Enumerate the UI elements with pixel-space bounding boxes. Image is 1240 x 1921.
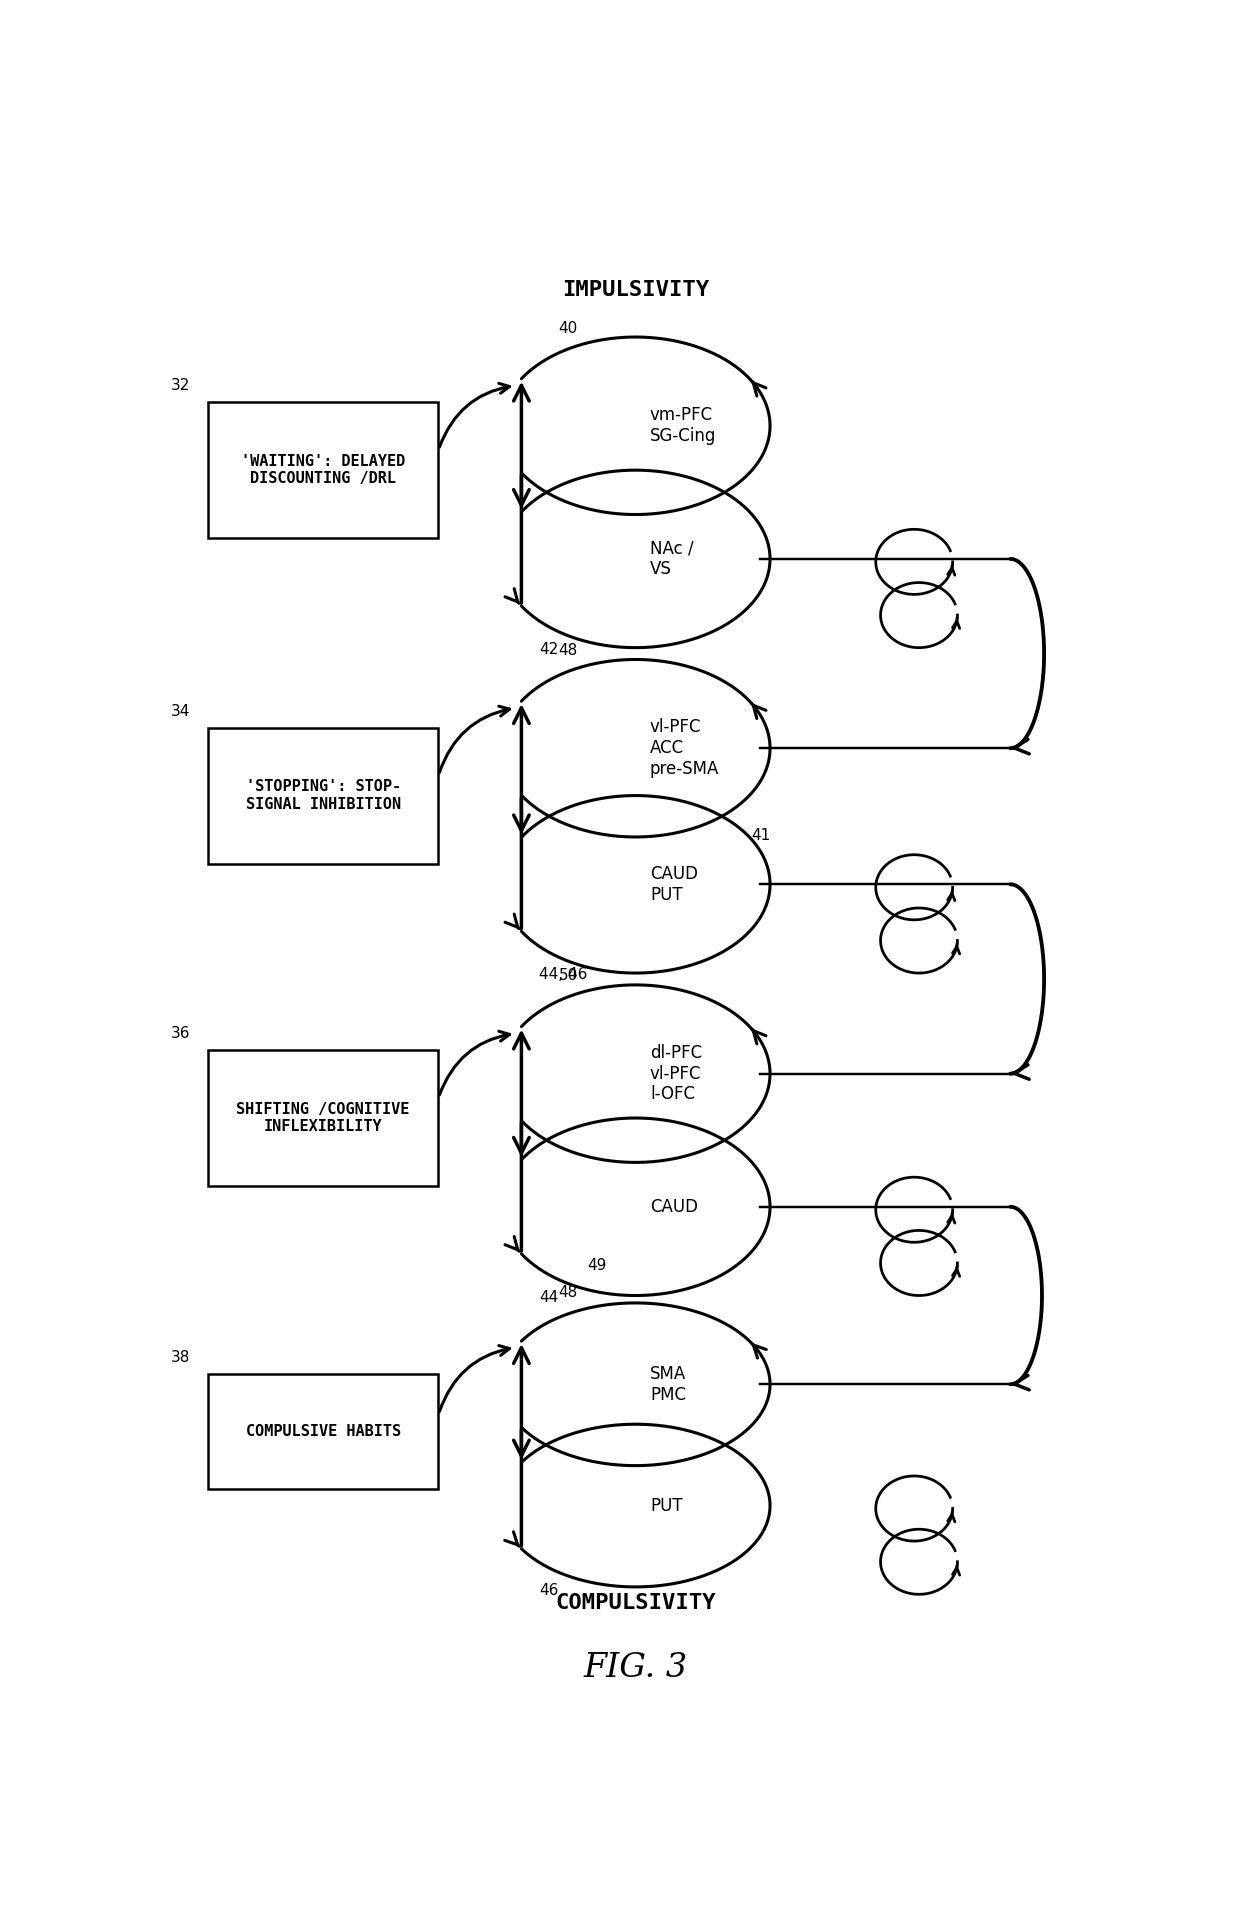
Text: SHIFTING /COGNITIVE
INFLEXIBILITY: SHIFTING /COGNITIVE INFLEXIBILITY (237, 1103, 410, 1133)
Text: COMPULSIVITY: COMPULSIVITY (556, 1593, 715, 1614)
Text: 34: 34 (171, 703, 191, 718)
Text: 50: 50 (559, 968, 578, 984)
Text: 'WAITING': DELAYED
DISCOUNTING /DRL: 'WAITING': DELAYED DISCOUNTING /DRL (241, 453, 405, 486)
Text: PUT: PUT (650, 1496, 682, 1514)
Text: vm-PFC
SG-Cing: vm-PFC SG-Cing (650, 407, 717, 446)
FancyBboxPatch shape (208, 1374, 439, 1489)
Text: 36: 36 (171, 1026, 191, 1041)
Text: 40: 40 (559, 321, 578, 336)
Text: 44: 44 (539, 1289, 559, 1304)
Text: CAUD: CAUD (650, 1199, 698, 1216)
Text: IMPULSIVITY: IMPULSIVITY (562, 280, 709, 300)
Text: 42: 42 (539, 642, 559, 657)
Text: 44, 46: 44, 46 (539, 966, 588, 982)
FancyBboxPatch shape (208, 1051, 439, 1185)
Text: dl-PFC
vl-PFC
l-OFC: dl-PFC vl-PFC l-OFC (650, 1043, 702, 1103)
Text: CAUD
PUT: CAUD PUT (650, 864, 698, 903)
Text: 48: 48 (559, 1285, 578, 1301)
Text: 'STOPPING': STOP-
SIGNAL INHIBITION: 'STOPPING': STOP- SIGNAL INHIBITION (246, 780, 401, 813)
Text: 48: 48 (559, 644, 578, 659)
FancyBboxPatch shape (208, 401, 439, 538)
FancyBboxPatch shape (208, 728, 439, 864)
Text: 46: 46 (539, 1583, 559, 1598)
Text: vl-PFC
ACC
pre-SMA: vl-PFC ACC pre-SMA (650, 718, 719, 778)
Text: 32: 32 (171, 378, 191, 394)
Text: 49: 49 (588, 1258, 606, 1274)
Text: COMPULSIVE HABITS: COMPULSIVE HABITS (246, 1423, 401, 1439)
Text: FIG. 3: FIG. 3 (584, 1652, 687, 1685)
Text: NAc /
VS: NAc / VS (650, 540, 693, 578)
Text: SMA
PMC: SMA PMC (650, 1366, 686, 1404)
Text: 41: 41 (751, 828, 770, 843)
Text: 38: 38 (171, 1350, 191, 1366)
